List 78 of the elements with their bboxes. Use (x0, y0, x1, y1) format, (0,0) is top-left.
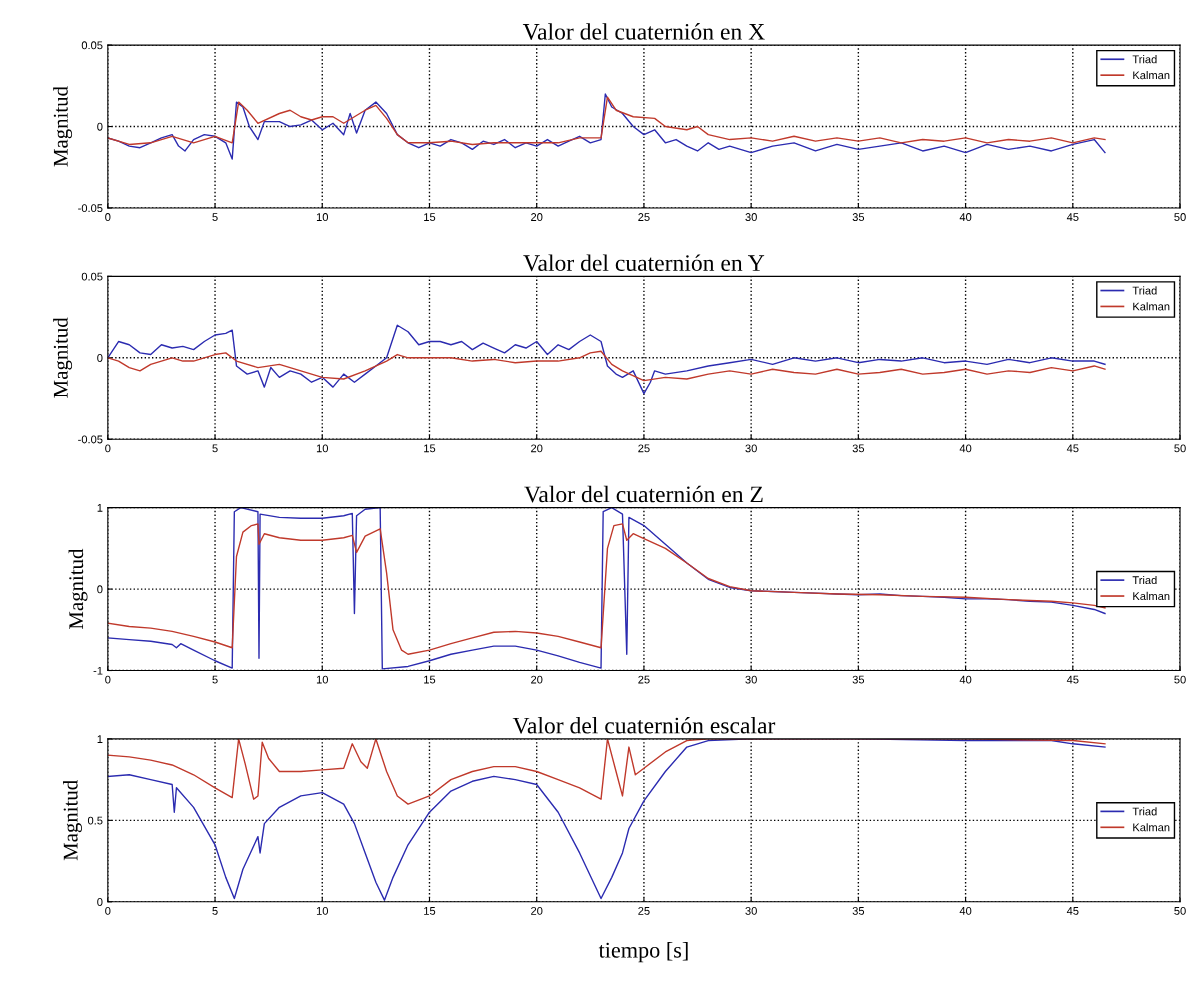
line-series (107, 738, 1106, 901)
chart-title: Valor del cuaternión en X (522, 23, 765, 40)
x-tick-label: 35 (852, 444, 865, 453)
y-axis-title: Magnitud (53, 86, 73, 167)
x-tick-label: 30 (745, 906, 757, 915)
x-tick-label: 15 (424, 213, 436, 221)
x-tick-label: 50 (1174, 906, 1186, 915)
legend-label: Kalman (1133, 591, 1170, 601)
x-tick-label: 5 (212, 444, 218, 453)
x-tick-label: 20 (531, 213, 543, 221)
x-tick-label: 5 (212, 675, 218, 684)
y-tick-label: 0.05 (81, 272, 103, 281)
y-tick-label: 0.5 (87, 816, 103, 825)
y-tick-label: 1 (97, 504, 103, 512)
legend-label: Triad (1132, 807, 1157, 816)
x-tick-label: 50 (1174, 675, 1186, 684)
line-series (107, 523, 1106, 655)
x-tick-label: 15 (424, 444, 436, 453)
legend-label: Triad (1132, 575, 1157, 585)
x-tick-label: 50 (1174, 213, 1186, 221)
x-tick-label: 5 (212, 907, 218, 915)
x-tick-label: 20 (531, 906, 543, 915)
x-tick-label: 25 (638, 213, 650, 221)
x-tick-label: 0 (105, 444, 111, 453)
line-series (107, 350, 1106, 382)
x-tick-label: 0 (105, 213, 111, 221)
x-tick-label: 20 (531, 444, 543, 453)
y-tick-label: -1 (93, 666, 103, 675)
legend-label: Kalman (1133, 71, 1170, 80)
x-tick-label: 25 (638, 906, 650, 915)
line-series (107, 324, 1106, 395)
line-series (107, 96, 1106, 146)
x-tick-label: 5 (212, 213, 218, 221)
x-tick-label: 10 (316, 213, 329, 221)
x-tick-label: 45 (1066, 675, 1079, 684)
x-axis-title: tiempo [s] (598, 942, 688, 963)
x-tick-label: 30 (745, 444, 757, 453)
y-tick-label: 0.05 (81, 41, 103, 50)
y-tick-label: -0.05 (78, 435, 103, 444)
y-axis-title: Magnitud (68, 548, 88, 629)
y-tick-label: 0 (97, 898, 103, 906)
chart-title: Valor del cuaternión escalar (512, 716, 776, 734)
chart-title: Valor del cuaternión en Z (524, 485, 763, 503)
x-tick-label: 30 (745, 213, 757, 221)
y-tick-label: -0.05 (78, 204, 103, 213)
x-tick-label: 10 (316, 444, 329, 453)
x-tick-label: 25 (638, 444, 650, 453)
y-tick-label: 0 (97, 354, 103, 362)
legend-label: Triad (1132, 286, 1157, 295)
x-tick-label: 0 (105, 906, 111, 915)
x-tick-label: 15 (424, 907, 436, 915)
x-tick-label: 10 (316, 675, 329, 684)
y-axis-title: Magnitud (63, 780, 82, 861)
x-tick-label: 45 (1066, 213, 1079, 221)
x-tick-label: 15 (424, 675, 436, 684)
x-tick-label: 35 (852, 213, 865, 221)
y-tick-label: 0 (97, 585, 103, 594)
x-tick-label: 40 (959, 213, 972, 221)
x-tick-label: 30 (745, 675, 757, 684)
y-tick-label: 0 (97, 122, 103, 131)
legend-label: Kalman (1133, 823, 1170, 832)
x-tick-label: 45 (1066, 444, 1079, 453)
legend-label: Kalman (1133, 302, 1170, 311)
x-tick-label: 40 (959, 444, 972, 453)
x-tick-label: 35 (852, 906, 865, 915)
x-tick-label: 35 (852, 675, 865, 684)
y-axis-title: Magnitud (53, 317, 73, 398)
x-tick-label: 50 (1174, 444, 1186, 453)
x-tick-label: 0 (105, 675, 111, 684)
x-tick-label: 40 (959, 906, 972, 915)
x-tick-label: 20 (531, 675, 543, 684)
chart-title: Valor del cuaternión en Y (523, 254, 765, 272)
y-tick-label: 1 (97, 735, 103, 743)
x-tick-label: 10 (316, 906, 329, 915)
x-tick-label: 45 (1066, 907, 1079, 915)
x-tick-label: 40 (959, 675, 972, 684)
x-tick-label: 25 (638, 675, 650, 684)
legend-label: Triad (1132, 55, 1157, 64)
